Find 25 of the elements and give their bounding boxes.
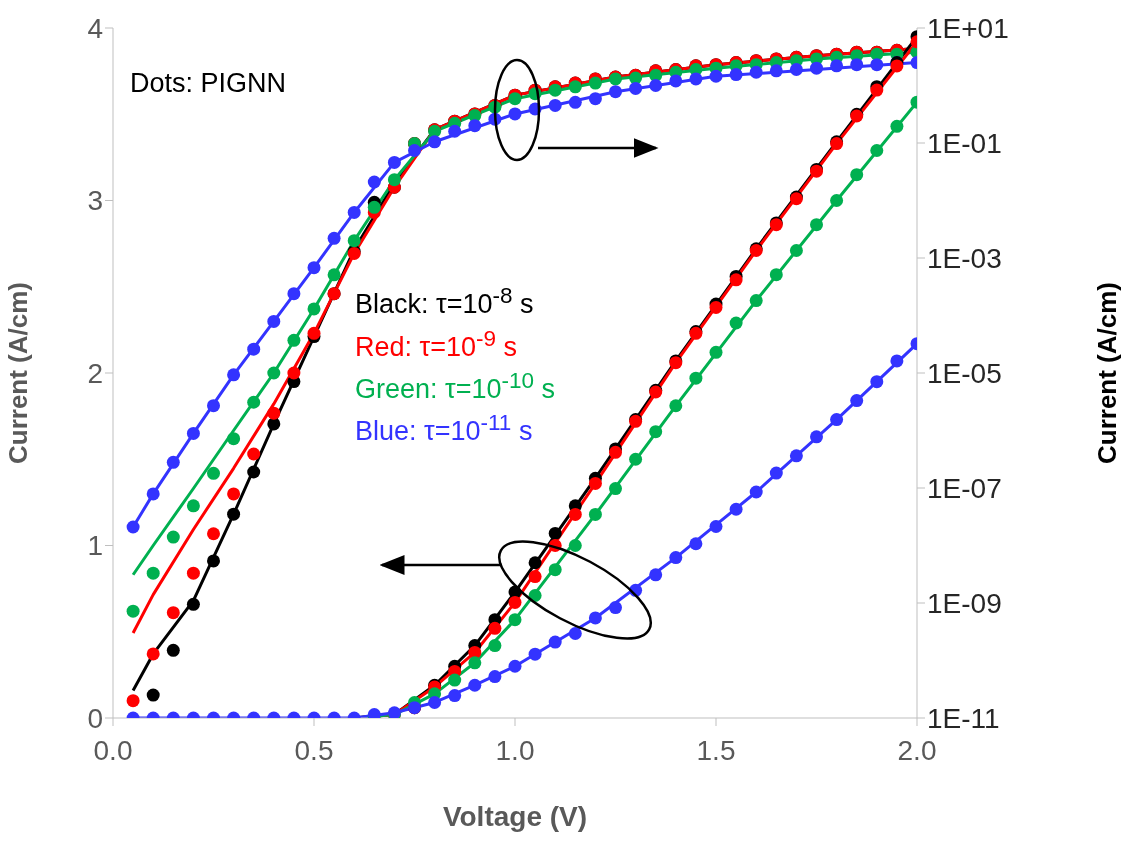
x-tick-label: 1.5	[696, 734, 736, 766]
x-axis-title: Voltage (V)	[442, 801, 588, 832]
y-axis-title: Current (A/cm)	[3, 281, 34, 465]
y2-tick-label: 1E-01	[927, 127, 1002, 159]
y2-tick-label: 1E-03	[927, 242, 1002, 274]
y2-tick-label: 1E-11	[927, 702, 1000, 734]
annotation: Blue: τ=10$^{-11}$ s	[355, 410, 533, 447]
annotation: Black: τ=10$^{-8}$ s	[355, 283, 534, 320]
x-tick-label: 0.0	[93, 734, 133, 766]
x-tick-label: 1.0	[495, 734, 535, 766]
y-tick-label: 2	[87, 357, 103, 389]
y2-axis-title: Current (A/cm)	[1092, 281, 1123, 465]
y2-tick-label: 1E+01	[927, 12, 1009, 44]
x-tick-label: 0.5	[294, 734, 334, 766]
y-tick-label: 0	[87, 702, 103, 734]
y2-tick-label: 1E-07	[927, 472, 1002, 504]
y-tick-label: 3	[87, 185, 103, 217]
y2-tick-label: 1E-05	[927, 357, 1002, 389]
y2-tick-label: 1E-09	[927, 587, 1002, 619]
annotation: Green: τ=10$^{-10}$ s	[355, 368, 556, 405]
y-tick-label: 1	[87, 530, 103, 562]
annotation: Red: τ=10$^{-9}$ s	[355, 326, 518, 363]
annotation: Dots: PIGNN	[130, 68, 287, 99]
y-tick-label: 4	[87, 12, 103, 44]
x-tick-label: 2.0	[897, 734, 937, 766]
